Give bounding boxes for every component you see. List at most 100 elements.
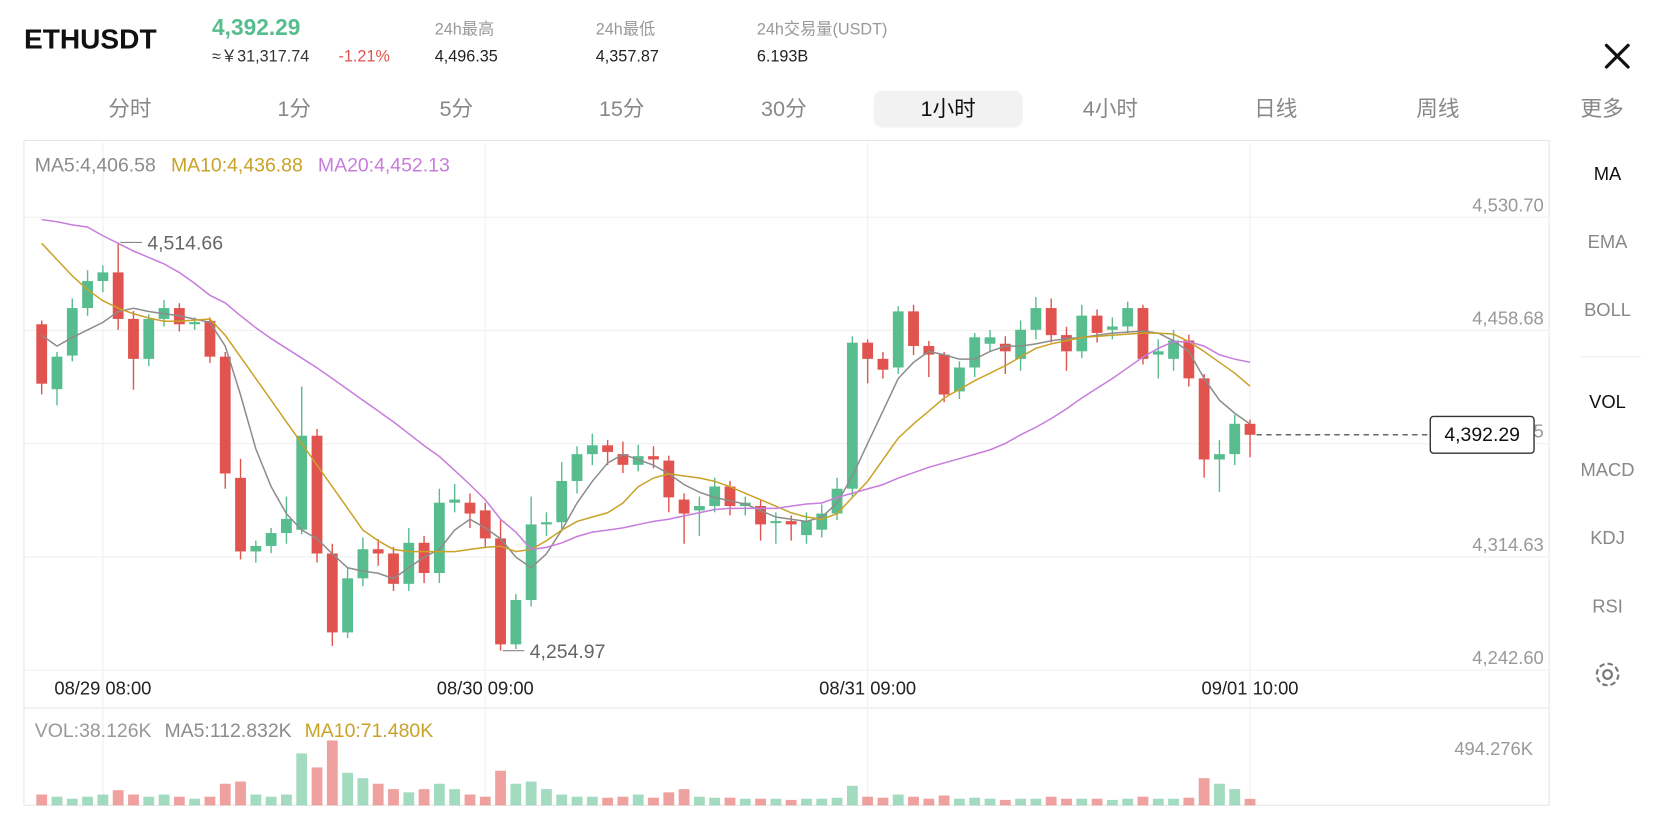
- volume-bar: [785, 799, 797, 806]
- cny-price: ≈￥31,317.74: [212, 48, 309, 66]
- candle-body: [464, 502, 476, 514]
- volume-bar: [1030, 798, 1042, 806]
- candle-body: [755, 506, 766, 525]
- candle-body: [204, 320, 216, 357]
- last-price-box: [1429, 415, 1535, 454]
- candle-body: [388, 553, 399, 584]
- candle-body: [1122, 308, 1134, 327]
- volume-bar: [999, 799, 1011, 806]
- candle-body: [525, 524, 537, 601]
- indicator-option[interactable]: MACD: [1581, 459, 1635, 480]
- volume-bar: [281, 794, 292, 806]
- volume-bar: [1015, 798, 1027, 806]
- candle-body: [846, 342, 858, 489]
- ma-line: [41, 218, 1251, 551]
- volume-bar: [1229, 789, 1241, 806]
- timeframe-tab[interactable]: 日线: [1254, 96, 1297, 121]
- volume-bar: [1198, 778, 1210, 806]
- candle-body: [342, 578, 354, 633]
- y-tick-label: 4,530.70: [1472, 194, 1543, 215]
- candle-body: [1198, 378, 1210, 460]
- timeframe-tab[interactable]: 5分: [440, 96, 474, 121]
- last-price: 4,392.29: [212, 14, 300, 40]
- y-tick-label: 4,314.63: [1472, 534, 1543, 555]
- timeframe-tab[interactable]: 周线: [1416, 96, 1459, 121]
- symbol: ETHUSDT: [24, 23, 157, 54]
- volume-bar: [617, 796, 629, 806]
- volume-bar: [709, 797, 721, 806]
- volume-bar: [158, 794, 170, 806]
- indicator-option[interactable]: RSI: [1592, 595, 1623, 616]
- volume-bar: [388, 789, 399, 806]
- candle-body: [1106, 326, 1118, 330]
- timeframe-tab[interactable]: 30分: [761, 96, 807, 121]
- settings-button[interactable]: [1595, 662, 1620, 687]
- close-button[interactable]: [1604, 43, 1630, 69]
- volume-bar: [1214, 783, 1225, 806]
- indicator-option[interactable]: MA: [1594, 163, 1622, 184]
- indicator-option[interactable]: VOL: [1589, 391, 1626, 412]
- timeframe-tab[interactable]: 1分: [277, 96, 311, 121]
- volume-bar: [586, 796, 598, 806]
- candle-body: [984, 337, 996, 344]
- candle-body: [999, 343, 1011, 352]
- candle-body: [816, 513, 828, 530]
- volume-bar: [66, 798, 78, 806]
- volume-bar: [648, 797, 659, 806]
- candle-body: [1183, 340, 1195, 379]
- volume-bar: [724, 797, 736, 806]
- candle-body: [1045, 308, 1057, 336]
- timeframe-tab[interactable]: 更多: [1581, 96, 1624, 121]
- candle-body: [326, 553, 338, 633]
- volume-bar: [403, 792, 415, 806]
- volume-bar: [1168, 798, 1179, 806]
- candle-body: [51, 356, 63, 390]
- x-tick-label: 08/29 08:00: [54, 677, 151, 698]
- volume-bar: [495, 770, 506, 806]
- candle-body: [693, 506, 705, 511]
- volume-bar: [556, 794, 568, 806]
- candle-body: [189, 322, 201, 325]
- candle-body: [1168, 340, 1179, 359]
- candle-body: [1015, 329, 1027, 359]
- volume-bar: [296, 753, 308, 806]
- candle-body: [97, 272, 109, 282]
- timeframe-tab[interactable]: 1小时: [921, 96, 976, 121]
- candle-body: [372, 549, 384, 554]
- candle-body: [479, 510, 491, 539]
- volume-bar: [250, 794, 262, 806]
- timeframe-tab[interactable]: 4小时: [1083, 96, 1138, 121]
- volume-bar: [1137, 796, 1149, 806]
- x-tick-label: 08/31 09:00: [819, 677, 916, 698]
- timeframe-tab[interactable]: 分时: [108, 96, 151, 121]
- candle-body: [311, 435, 323, 554]
- candle-body: [892, 311, 904, 368]
- volume-legend: VOL:38.126K: [35, 720, 152, 742]
- volume-bar: [342, 772, 354, 806]
- volume-bar: [189, 798, 201, 806]
- volume-bar: [326, 740, 338, 806]
- candle-body: [1030, 308, 1042, 330]
- stat-label: 24h最高: [435, 21, 494, 39]
- volume-bar: [82, 796, 93, 806]
- volume-bar: [632, 794, 644, 806]
- candle-body: [495, 538, 506, 645]
- candle-body: [1091, 315, 1103, 333]
- candle-body: [143, 318, 155, 359]
- volume-bar: [372, 783, 384, 806]
- close-stroke: [1604, 43, 1630, 69]
- volume-bar: [204, 796, 216, 806]
- indicator-option[interactable]: BOLL: [1584, 299, 1631, 320]
- candle-body: [602, 445, 614, 452]
- volume-bar: [235, 781, 246, 806]
- candle-body: [908, 311, 919, 346]
- timeframe-tab[interactable]: 15分: [599, 96, 645, 121]
- candle-body: [219, 356, 231, 474]
- candle-body: [433, 502, 445, 573]
- candle-body: [449, 499, 461, 503]
- volume-bar: [739, 798, 751, 806]
- indicator-option[interactable]: KDJ: [1590, 527, 1625, 548]
- indicator-option[interactable]: EMA: [1588, 231, 1629, 252]
